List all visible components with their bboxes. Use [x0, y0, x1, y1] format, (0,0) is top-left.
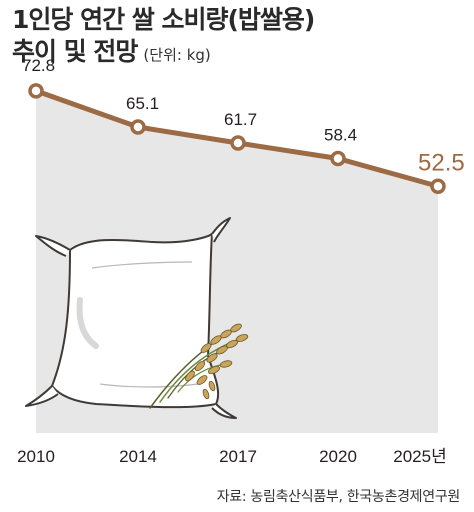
x-tick-label-2: 2017 [219, 447, 257, 466]
x-tick-label-4: 2025년 [393, 447, 446, 466]
value-label-2025년: 52.5 [418, 149, 465, 176]
data-point-2020 [330, 150, 346, 167]
data-point-2017 [230, 135, 246, 151]
value-label-2014: 65.1 [126, 94, 159, 113]
unit-label: (단위: kg) [143, 46, 211, 64]
rice-sack-icon [25, 217, 249, 419]
chart-title-block: 1인당 연간 쌀 소비량(밥쌀용) 추이 및 전망 (단위: kg) [12, 4, 315, 71]
data-point-2010 [28, 83, 44, 99]
chart-title: 1인당 연간 쌀 소비량(밥쌀용) [12, 5, 315, 34]
x-tick-label-3: 2020 [319, 447, 357, 466]
data-point-2014 [130, 119, 146, 135]
chart-subtitle: 추이 및 전망 [12, 37, 138, 66]
data-point-2025년 [430, 178, 446, 194]
x-tick-label-0: 2010 [17, 447, 55, 466]
value-label-2020: 58.4 [324, 126, 357, 145]
chart-subtitle-line: 추이 및 전망 (단위: kg) [12, 36, 314, 71]
x-tick-label-1: 2014 [119, 447, 157, 466]
source-note: 자료: 농림축산식품부, 한국농촌경제연구원 [216, 489, 461, 505]
value-label-2017: 61.7 [224, 110, 257, 129]
value-label-2010: 72.8 [22, 56, 55, 75]
